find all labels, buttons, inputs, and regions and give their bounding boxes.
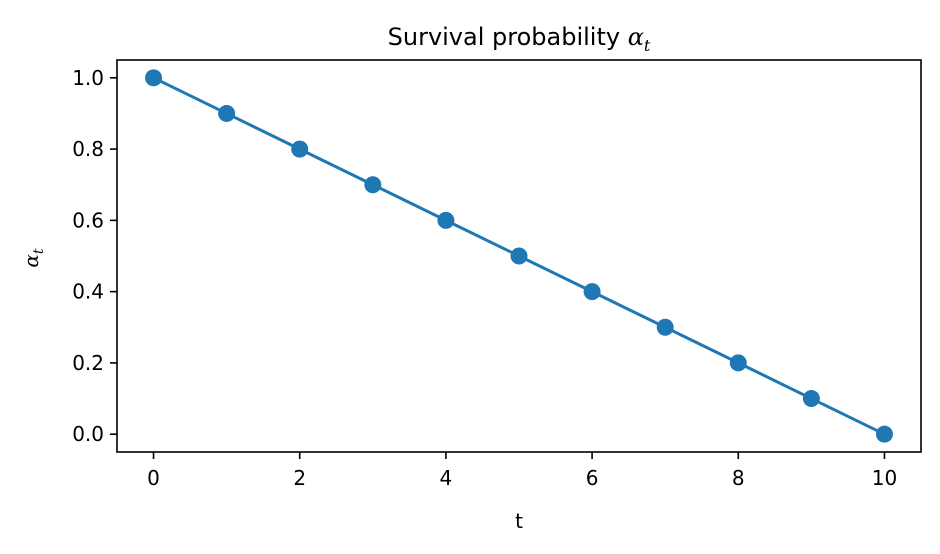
data-point (802, 390, 820, 408)
data-point (364, 176, 382, 194)
x-tick-label: 2 (293, 466, 306, 490)
x-tick-label: 4 (440, 466, 453, 490)
y-axis-label: αt (19, 248, 47, 268)
series-layer (145, 69, 893, 443)
x-axis-label: t (515, 509, 523, 533)
data-point (510, 247, 528, 265)
y-tick-label: 1.0 (72, 66, 104, 90)
y-tick-label: 0.0 (72, 422, 104, 446)
ticks-layer: 0 2 4 6 8 10 0.0 0.2 0.4 0.6 0.8 1.0 (72, 66, 897, 490)
y-axis-label-symbol: α (19, 254, 43, 268)
chart-title-math-subscript: t (644, 36, 651, 55)
data-point (145, 69, 163, 87)
data-point (729, 354, 747, 372)
y-tick-label: 0.6 (72, 208, 104, 232)
y-tick-label: 0.2 (72, 351, 104, 375)
data-point (218, 104, 236, 122)
plot-frame (116, 59, 922, 453)
data-point (656, 318, 674, 336)
x-tick-label: 10 (872, 466, 897, 490)
y-tick-label: 0.8 (72, 137, 104, 161)
chart-title: Survival probability αt (388, 23, 651, 55)
y-tick-label: 0.4 (72, 280, 104, 304)
data-point (437, 211, 455, 229)
x-tick-label: 6 (586, 466, 599, 490)
y-axis-label-subscript: t (31, 248, 47, 254)
chart-title-math-symbol: α (628, 23, 644, 51)
x-tick-label: 0 (147, 466, 160, 490)
x-tick-label: 8 (732, 466, 745, 490)
chart-title-text: Survival probability (388, 23, 628, 51)
data-point (875, 425, 893, 443)
data-point (291, 140, 309, 158)
data-point (583, 283, 601, 301)
